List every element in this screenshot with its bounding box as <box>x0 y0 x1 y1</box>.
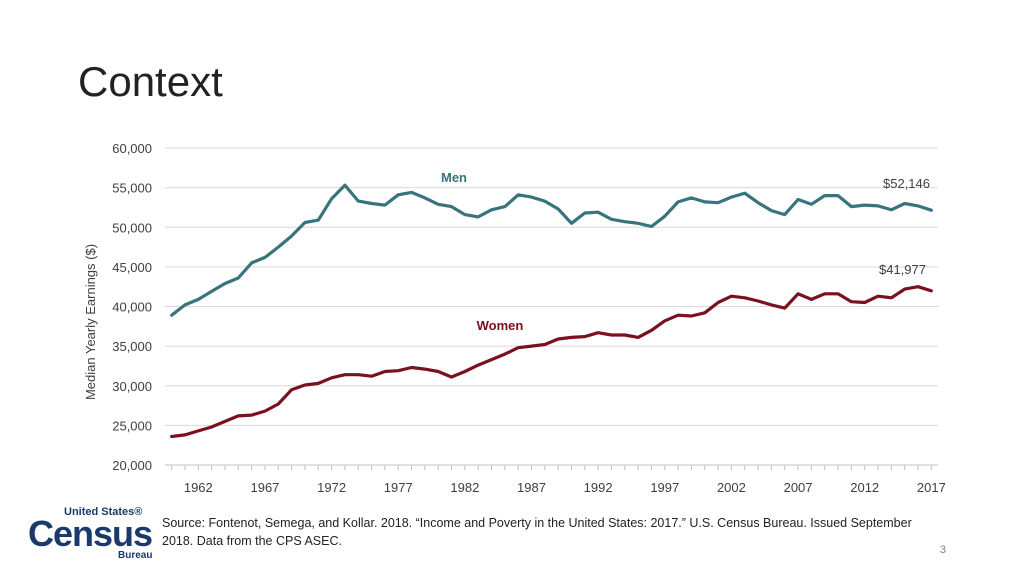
series-line-men <box>170 183 933 317</box>
y-tick-label-50000: 50,000 <box>112 220 152 235</box>
x-tick-label-2012: 2012 <box>850 480 879 495</box>
x-tick-label-2017: 2017 <box>917 480 946 495</box>
series-label-women: Women <box>477 318 524 333</box>
y-tick-label-40000: 40,000 <box>112 300 152 315</box>
logo-bottom-text: Bureau <box>118 550 153 561</box>
page-number: 3 <box>939 544 946 556</box>
x-tick-label-2002: 2002 <box>717 480 746 495</box>
series-line-women <box>170 285 933 439</box>
source-note: Source: Fontenot, Semega, and Kollar. 20… <box>162 516 912 548</box>
y-tick-label-35000: 35,000 <box>112 339 152 354</box>
x-tick-label-2007: 2007 <box>784 480 813 495</box>
x-tick-label-1992: 1992 <box>584 480 613 495</box>
census-bureau-logo: United States® Census Bureau <box>28 506 153 562</box>
y-tick-label-55000: 55,000 <box>112 181 152 196</box>
y-tick-label-30000: 30,000 <box>112 379 152 394</box>
x-tick-label-1982: 1982 <box>450 480 479 495</box>
y-tick-label-25000: 25,000 <box>112 418 152 433</box>
x-tick-label-1972: 1972 <box>317 480 346 495</box>
series-label-men: Men <box>441 170 467 185</box>
y-tick-labels: 20,000 25,000 30,000 35,000 40,000 45,000 50,0… <box>112 141 152 473</box>
x-tick-label-1977: 1977 <box>384 480 413 495</box>
x-tick-label-1967: 1967 <box>250 480 279 495</box>
x-tick-labels: 1962 1967 1972 1977 1982 1987 1992 1997 2002 2007… <box>184 480 946 495</box>
end-value-label-women: $41,977 <box>879 262 926 277</box>
logo-main-text: Census <box>28 513 153 554</box>
earnings-line-chart: 20,000 25,000 30,000 35,000 40,000 45,000 50,0… <box>83 141 946 495</box>
slide-title: Context <box>78 58 223 105</box>
x-tick-label-1962: 1962 <box>184 480 213 495</box>
gridlines <box>165 147 938 470</box>
x-tick-label-1997: 1997 <box>650 480 679 495</box>
end-value-label-men: $52,146 <box>883 176 930 191</box>
series-lines <box>170 183 933 439</box>
x-tick-label-1987: 1987 <box>517 480 546 495</box>
y-axis-label: Median Yearly Earnings ($) <box>83 244 98 400</box>
logo-top-text: United States® <box>64 506 143 518</box>
y-tick-label-20000: 20,000 <box>112 458 152 473</box>
y-tick-label-45000: 45,000 <box>112 260 152 275</box>
y-tick-label-60000: 60,000 <box>112 141 152 156</box>
